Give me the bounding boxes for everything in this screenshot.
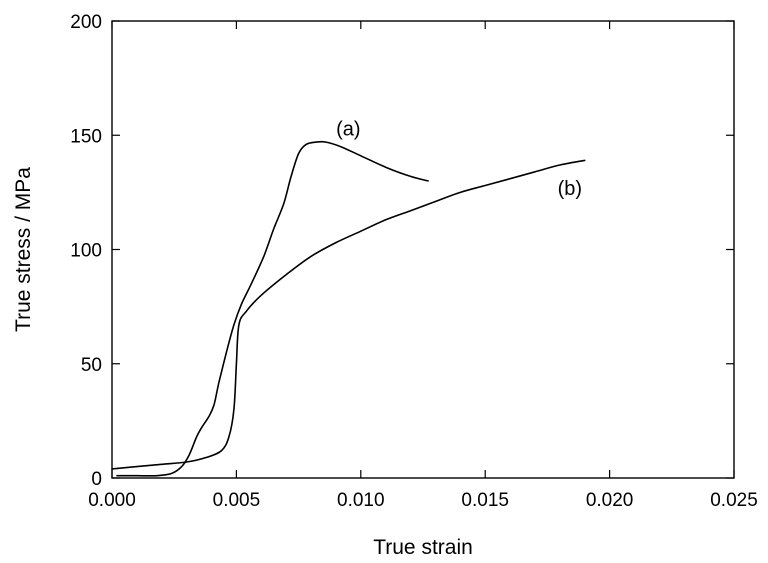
x-tick-label: 0.025 <box>710 490 758 511</box>
x-tick-label: 0.000 <box>88 490 136 511</box>
y-axis-label: True stress / MPa <box>12 167 35 332</box>
tick-labels: 0.000 0.005 0.010 0.015 0.020 0.025 0 50 100 150 2… <box>70 12 757 511</box>
series-line-a <box>116 140 429 477</box>
curve-labels: (a) (b) <box>336 118 582 199</box>
x-axis-label: True strain <box>373 536 473 559</box>
y-tick-label: 150 <box>70 126 102 147</box>
x-tick-label: 0.015 <box>461 490 509 511</box>
curve-label: (a) <box>336 118 360 140</box>
x-tick-label: 0.020 <box>586 490 634 511</box>
x-tick-label: 0.005 <box>213 490 261 511</box>
y-tick-label: 50 <box>81 355 102 376</box>
axis-ticks <box>111 20 735 479</box>
curve-label: (b) <box>558 178 582 200</box>
y-tick-label: 100 <box>70 241 102 262</box>
y-tick-label: 0 <box>91 469 102 490</box>
series-line-b <box>111 159 586 470</box>
plot-frame <box>111 20 735 479</box>
y-tick-label: 200 <box>70 12 102 33</box>
curves <box>111 140 586 477</box>
x-tick-label: 0.010 <box>337 490 385 511</box>
